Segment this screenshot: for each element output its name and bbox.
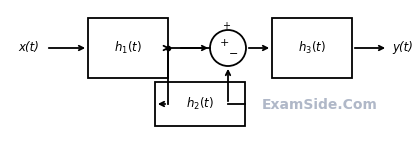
Text: +: + [221,21,230,31]
Text: $h_2(t)$: $h_2(t)$ [185,96,214,112]
Text: $h_1(t)$: $h_1(t)$ [114,40,142,56]
Text: x(t): x(t) [18,41,39,55]
Text: ExamSide.Com: ExamSide.Com [261,98,377,112]
Text: y(t): y(t) [391,41,412,55]
Text: $h_3(t)$: $h_3(t)$ [297,40,325,56]
Text: +: + [219,38,228,48]
Bar [154,82,244,126]
Text: −: − [229,49,238,59]
Bar [271,18,351,78]
Bar [88,18,168,78]
